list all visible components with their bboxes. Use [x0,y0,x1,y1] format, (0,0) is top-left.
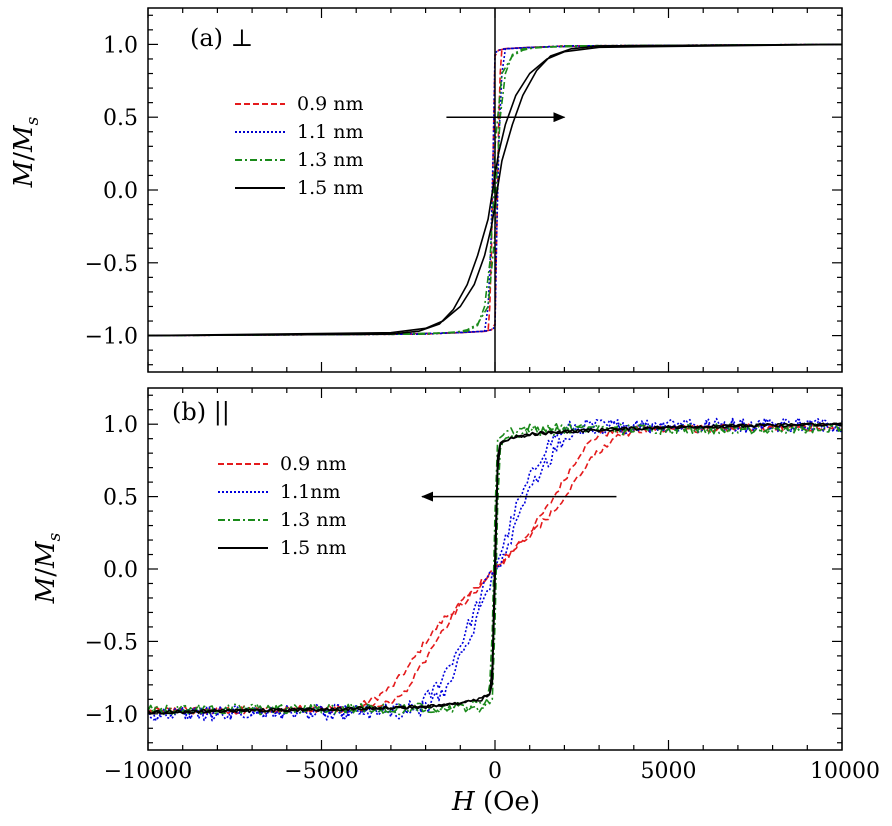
x-tick-label: −10000 [104,759,192,784]
y-tick-label: 0.5 [103,486,138,511]
legend-label: 1.5 nm [297,177,364,199]
y-tick-label: −1.0 [85,325,138,350]
y-tick-label: 0.5 [103,106,138,131]
panel-a-perpendicular: −1.0 −0.5 0.0 0.5 1.0 (a) ⊥ 0.9 nm 1.1 nm 1.3 … [9,7,843,373]
panel-a-y-tick-labels: −1.0 −0.5 0.0 0.5 1.0 [85,33,138,349]
panel-a-legend: 0.9 nm 1.1 nm 1.3 nm 1.5 nm [235,93,364,199]
panel-b-x-tick-labels: −10000 −5000 0 5000 10000 [104,759,880,784]
panel-b-ticks [147,388,843,750]
panel-b-y-tick-labels: −1.0 −0.5 0.0 0.5 1.0 [85,413,138,728]
y-tick-label: 1.0 [103,413,138,438]
y-tick-label: 0.0 [103,558,138,583]
series-1-descending-curve [147,43,843,337]
panel-a-ylabel-sub: s [23,116,43,125]
legend-label: 1.1 nm [297,121,364,143]
legend-label: 0.9 nm [297,93,364,115]
x-axis-title: H (Oe) [451,787,540,817]
y-tick-label: 0.0 [103,179,138,204]
legend-label: 0.9 nm [280,453,347,475]
y-tick-label: −0.5 [85,252,138,277]
panel-b-parallel: −1.0−0.50.00.51.0 −10000 −5000 0 5000 10000 … [31,387,880,784]
panel-b-curves [147,417,843,722]
series-1-descending-curve [147,417,843,722]
x-tick-label: −5000 [284,759,358,784]
x-tick-label: 10000 [810,759,880,784]
legend-label: 1.3 nm [280,509,347,531]
panel-a-ticks [147,8,843,372]
panel-a-y-axis-title: M/Ms [9,116,43,188]
panel-b-ylabel-denominator: M [31,540,61,569]
legend-label: 1.5 nm [280,537,347,559]
panel-b-label: (b) || [172,398,230,427]
legend-label: 1.1nm [280,481,340,503]
y-tick-label: −1.0 [85,703,138,728]
x-tick-label: 0 [488,759,502,784]
series-2-descending-curve [147,43,843,337]
x-tick-label: 5000 [641,759,697,784]
legend-label: 1.3 nm [297,149,364,171]
y-tick-label: −0.5 [85,630,138,655]
panel-a-ylabel-denominator: M [9,124,39,153]
panel-b-y-axis-title: M/Ms [31,532,65,604]
series-2-ascending-curve [147,43,843,337]
panel-b-ylabel-main: M [31,575,61,604]
y-tick-label: 1.0 [103,33,138,58]
series-1-ascending-curve [147,43,843,337]
panel-a-label: (a) ⊥ [190,24,253,52]
panel-b-ylabel-sub: s [45,532,65,541]
panel-a-ylabel-main: M [9,159,39,188]
panel-a-curves [147,43,843,337]
panel-b-legend: 0.9 nm 1.1nm 1.3 nm 1.5 nm [218,453,347,559]
series-3-descending-curve [147,422,843,715]
